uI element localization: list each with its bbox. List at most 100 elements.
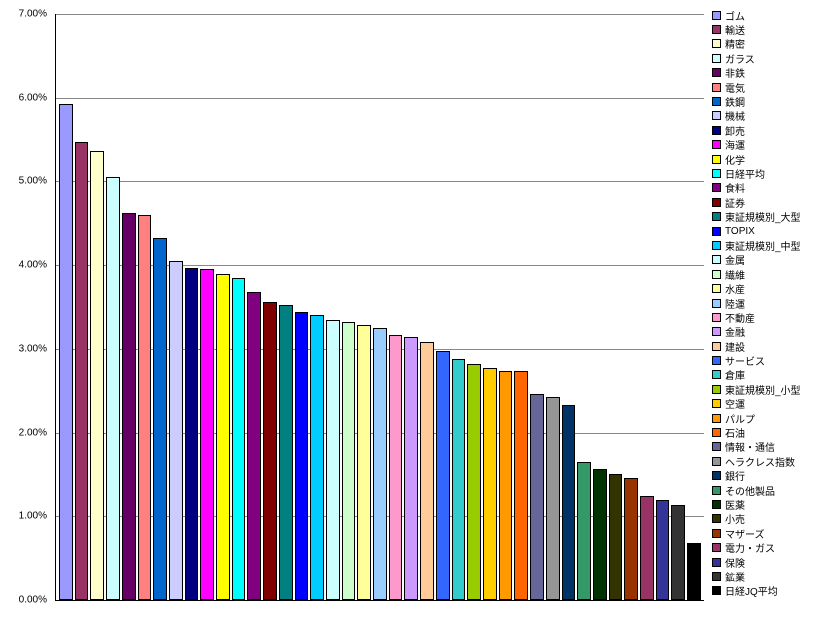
legend-swatch-icon bbox=[712, 269, 721, 279]
legend-swatch-icon bbox=[712, 442, 721, 452]
legend-label: 東証規模別_大型 bbox=[725, 213, 801, 225]
bar-電力・ガス bbox=[640, 496, 654, 600]
legend-item: 東証規模別_小型 bbox=[712, 382, 832, 397]
legend-swatch-icon bbox=[712, 384, 721, 394]
bar-輸送 bbox=[74, 142, 89, 600]
legend-item: 日経平均 bbox=[712, 166, 832, 181]
bar-鉱業 bbox=[671, 504, 686, 600]
y-tick-label: 3.00% bbox=[18, 343, 47, 355]
legend-item: パルプ bbox=[712, 411, 832, 426]
bar-その他製品 bbox=[577, 461, 591, 600]
bar-ゴム bbox=[59, 103, 73, 600]
legend-label: 食料 bbox=[725, 184, 745, 196]
bar-建設 bbox=[420, 342, 434, 600]
legend-swatch-icon bbox=[712, 10, 721, 20]
legend-swatch-icon bbox=[712, 125, 721, 135]
plot-area bbox=[55, 14, 704, 601]
legend-item: 石油 bbox=[712, 425, 832, 440]
bar-情報・通信 bbox=[530, 394, 544, 600]
legend-swatch-icon bbox=[712, 471, 721, 481]
bar-石油 bbox=[514, 371, 529, 600]
legend-label: 保険 bbox=[725, 558, 745, 570]
legend-swatch-icon bbox=[712, 240, 721, 250]
legend-item: 電気 bbox=[712, 80, 832, 95]
legend-swatch-icon bbox=[712, 341, 721, 351]
legend-item: 証券 bbox=[712, 195, 832, 210]
legend: ゴム 輸送 精密 ガラス 非鉄 電気 鉄鋼 機械 卸売 海運 化学 日経平均 食料 証券 東証規模別_大型 T… bbox=[712, 8, 832, 598]
legend-swatch-icon bbox=[712, 586, 721, 596]
legend-label: 鉱業 bbox=[725, 572, 745, 584]
legend-item: 陸運 bbox=[712, 296, 832, 311]
bar-保険 bbox=[655, 499, 670, 600]
legend-item: ガラス bbox=[712, 51, 832, 66]
legend-label: パルプ bbox=[725, 414, 755, 426]
legend-item: ゴム bbox=[712, 8, 832, 23]
legend-swatch-icon bbox=[712, 111, 721, 121]
legend-label: 不動産 bbox=[725, 313, 755, 325]
legend-label: 繊維 bbox=[725, 270, 745, 282]
bar-化学 bbox=[216, 273, 230, 600]
legend-swatch-icon bbox=[712, 197, 721, 207]
legend-label: 化学 bbox=[725, 155, 745, 167]
legend-label: 建設 bbox=[725, 342, 745, 354]
legend-swatch-icon bbox=[712, 571, 721, 581]
y-tick-label: 0.00% bbox=[18, 594, 47, 606]
legend-item: マザーズ bbox=[712, 526, 832, 541]
legend-item: 保険 bbox=[712, 555, 832, 570]
legend-item: 金属 bbox=[712, 253, 832, 267]
bar-東証規模別_中型 bbox=[310, 315, 324, 600]
legend-label: TOPIX bbox=[725, 225, 755, 237]
legend-label: ヘラクレス指数 bbox=[725, 457, 795, 469]
legend-label: 東証規模別_中型 bbox=[725, 241, 801, 253]
legend-swatch-icon bbox=[712, 97, 721, 107]
legend-label: 電気 bbox=[725, 83, 745, 95]
legend-item: 鉄鋼 bbox=[712, 94, 832, 110]
legend-swatch-icon bbox=[712, 25, 721, 35]
legend-swatch-icon bbox=[712, 428, 721, 438]
legend-label: 鉄鋼 bbox=[725, 98, 745, 110]
legend-label: サービス bbox=[725, 357, 765, 369]
legend-swatch-icon bbox=[712, 456, 721, 466]
legend-label: 東証規模別_小型 bbox=[725, 385, 801, 397]
legend-label: ゴム bbox=[725, 11, 745, 23]
legend-label: 非鉄 bbox=[725, 69, 745, 81]
bar-陸運 bbox=[373, 327, 387, 600]
bar-マザーズ bbox=[624, 477, 639, 600]
legend-label: 精密 bbox=[725, 40, 745, 52]
legend-label: その他製品 bbox=[725, 486, 775, 498]
legend-item: サービス bbox=[712, 353, 832, 369]
bar-卸売 bbox=[184, 267, 199, 600]
legend-label: 銀行 bbox=[725, 472, 745, 484]
legend-label: 水産 bbox=[725, 285, 745, 297]
legend-item: 卸売 bbox=[712, 123, 832, 138]
legend-item: ヘラクレス指数 bbox=[712, 454, 832, 469]
legend-swatch-icon bbox=[712, 543, 721, 553]
gridline bbox=[56, 181, 704, 183]
legend-swatch-icon bbox=[712, 255, 721, 265]
y-tick-label: 6.00% bbox=[18, 92, 47, 104]
bar-鉄鋼 bbox=[153, 237, 167, 600]
legend-item: 精密 bbox=[712, 37, 832, 51]
legend-item: 繊維 bbox=[712, 267, 832, 282]
bar-非鉄 bbox=[121, 213, 136, 600]
legend-label: 海運 bbox=[725, 141, 745, 153]
legend-label: 電力・ガス bbox=[725, 544, 775, 556]
bar-不動産 bbox=[388, 334, 403, 600]
legend-swatch-icon bbox=[712, 53, 721, 63]
y-axis: 7.00% 6.00% 5.00% 4.00% 3.00% 2.00% 1.00% 0.00% bbox=[0, 9, 50, 606]
legend-label: 日経平均 bbox=[725, 170, 765, 181]
bar-銀行 bbox=[561, 404, 576, 600]
legend-item: TOPIX bbox=[712, 224, 832, 238]
legend-swatch-icon bbox=[712, 399, 721, 409]
bar-機械 bbox=[168, 260, 183, 600]
gridline bbox=[56, 97, 704, 99]
bar-TOPIX bbox=[294, 312, 309, 600]
bar-日経JQ平均 bbox=[687, 543, 701, 600]
bar-証券 bbox=[263, 301, 277, 600]
gridline bbox=[56, 14, 704, 15]
bar-医薬 bbox=[592, 468, 607, 600]
legend-swatch-icon bbox=[712, 499, 721, 509]
legend-item: 金融 bbox=[712, 325, 832, 339]
bar-日経平均 bbox=[231, 277, 246, 600]
